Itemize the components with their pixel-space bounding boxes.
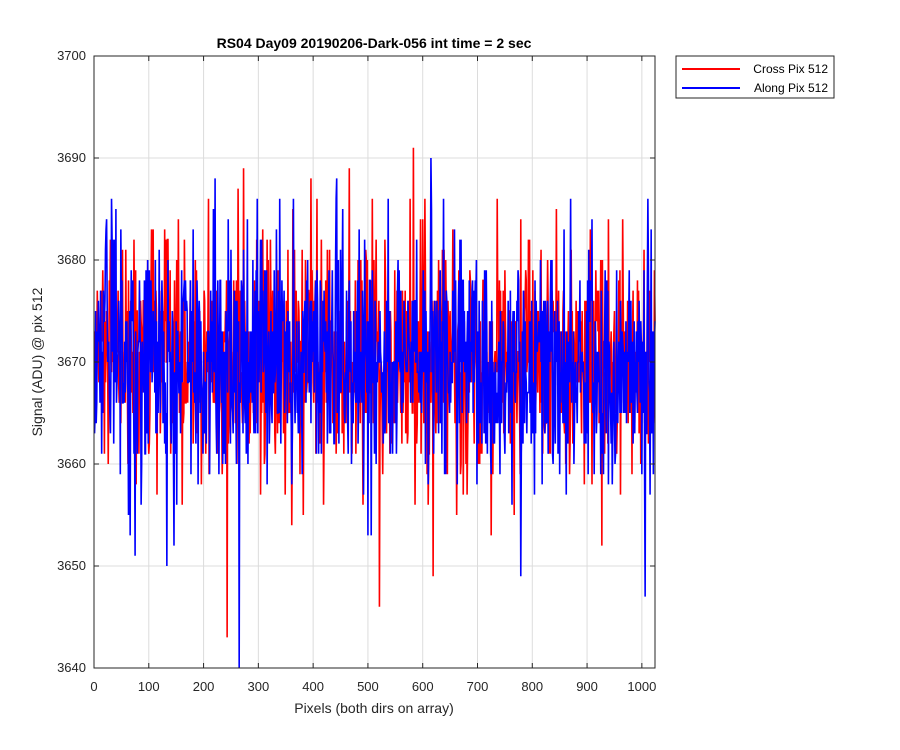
x-tick-label: 1000: [627, 679, 656, 694]
x-tick-label: 0: [90, 679, 97, 694]
x-tick-label: 700: [467, 679, 489, 694]
x-tick-label: 800: [521, 679, 543, 694]
legend[interactable]: Cross Pix 512 Along Pix 512: [675, 55, 835, 99]
y-tick-label: 3640: [57, 660, 86, 675]
ticks: 0 100 200 300 400 500 600 700 800 900 1000 3640 3650…: [57, 48, 656, 694]
y-tick-label: 3680: [57, 252, 86, 267]
x-tick-label: 600: [412, 679, 434, 694]
legend-box: [675, 55, 835, 99]
x-tick-label: 200: [193, 679, 215, 694]
x-tick-label: 900: [576, 679, 598, 694]
series-layer: [93, 147, 656, 669]
chart-title: RS04 Day09 20190206-Dark-056 int time = …: [217, 35, 532, 51]
legend-label-cross: Cross Pix 512: [753, 62, 828, 76]
x-tick-label: 400: [302, 679, 324, 694]
y-tick-label: 3690: [57, 150, 86, 165]
x-axis-label: Pixels (both dirs on array): [294, 700, 454, 716]
y-axis-label: Signal (ADU) @ pix 512: [29, 287, 45, 436]
y-tick-label: 3650: [57, 558, 86, 573]
legend-label-along: Along Pix 512: [754, 81, 828, 95]
series-line-along-pix-512: [93, 157, 656, 669]
x-tick-label: 300: [248, 679, 270, 694]
y-tick-label: 3660: [57, 456, 86, 471]
x-tick-label: 500: [357, 679, 379, 694]
x-tick-label: 100: [138, 679, 160, 694]
y-tick-label: 3670: [57, 354, 86, 369]
y-tick-label: 3700: [57, 48, 86, 63]
